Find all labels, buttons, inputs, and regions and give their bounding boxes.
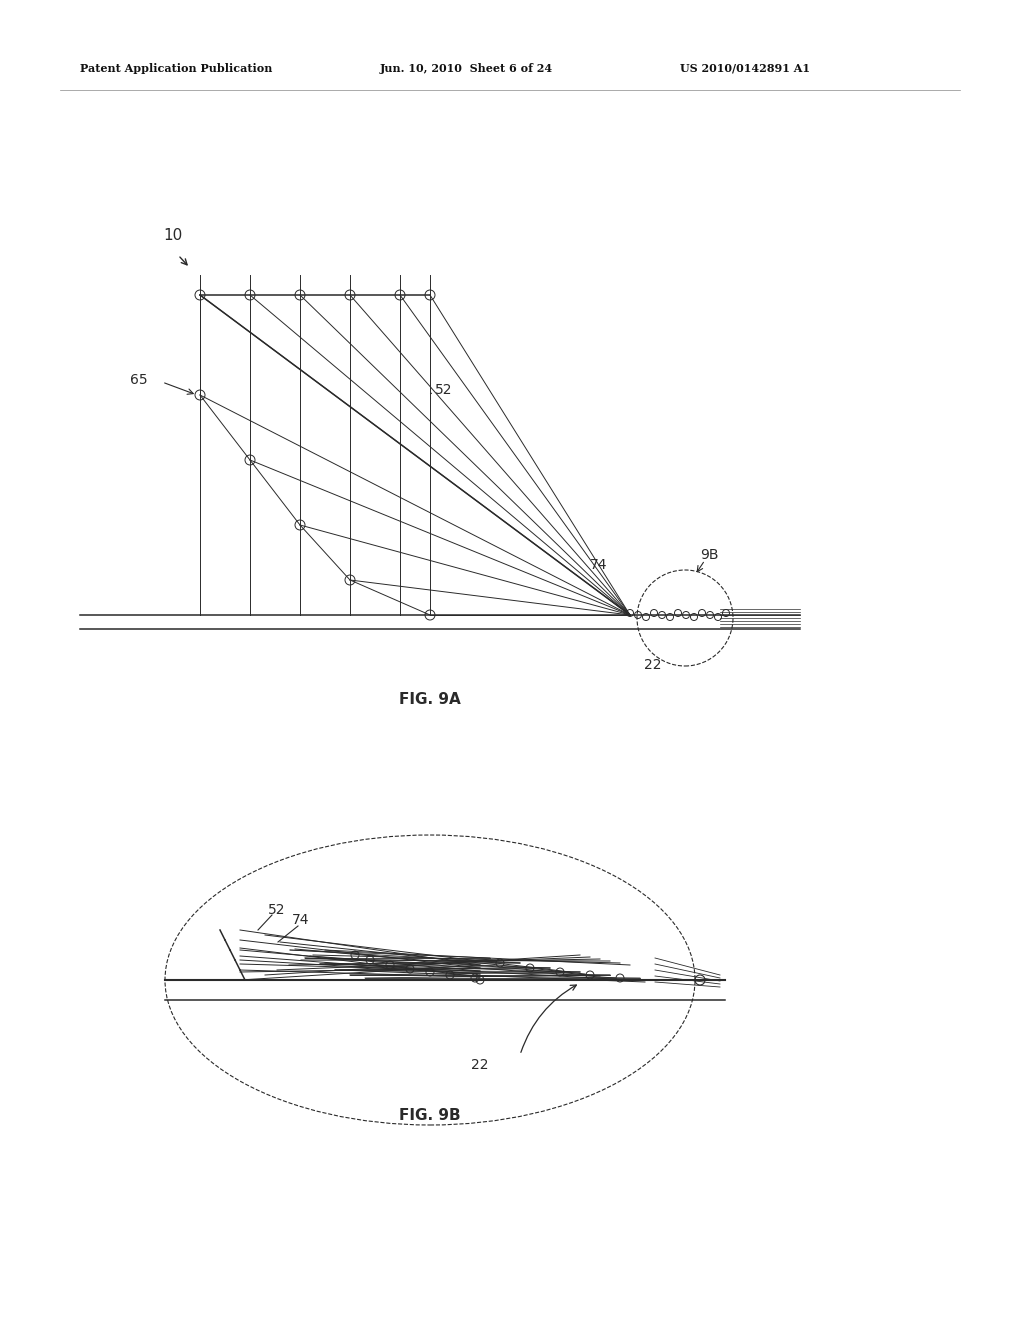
Text: 65: 65 [130,374,148,387]
Text: FIG. 9A: FIG. 9A [399,693,461,708]
Text: 9B: 9B [700,548,719,562]
Text: 22: 22 [471,1059,488,1072]
Text: 52: 52 [435,383,453,397]
Text: 74: 74 [590,558,607,572]
Text: Patent Application Publication: Patent Application Publication [80,62,272,74]
Text: 74: 74 [292,913,309,927]
Text: 10: 10 [163,227,182,243]
Text: US 2010/0142891 A1: US 2010/0142891 A1 [680,62,810,74]
Text: 52: 52 [268,903,286,917]
Text: FIG. 9B: FIG. 9B [399,1107,461,1122]
Text: 22: 22 [644,657,662,672]
Text: Jun. 10, 2010  Sheet 6 of 24: Jun. 10, 2010 Sheet 6 of 24 [380,62,553,74]
